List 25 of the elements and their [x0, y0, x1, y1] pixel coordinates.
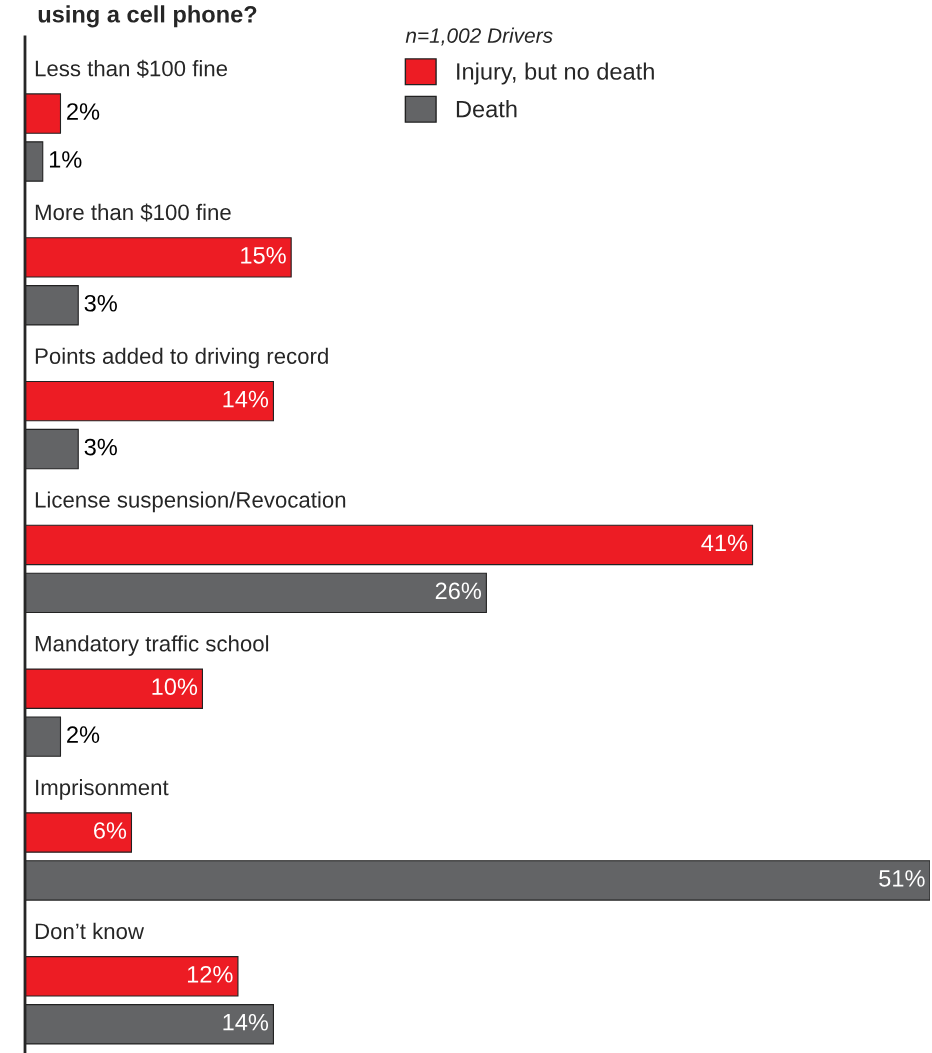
data-label: 14% [223, 1013, 269, 1031]
y-tick-label: Don’t know [35, 922, 145, 940]
data-label: 14% [223, 390, 269, 408]
y-tick-label: License suspension/Revocation [35, 491, 346, 513]
data-label: 51% [879, 870, 925, 887]
data-label: 12% [187, 965, 233, 983]
data-label: 6% [94, 822, 127, 839]
data-label: 15% [241, 247, 286, 264]
y-tick-label: Imprisonment [36, 779, 169, 800]
data-label: 10% [152, 678, 198, 696]
data-label: 1% [49, 151, 82, 168]
chart-title: using a cell phone? [38, 5, 257, 28]
legend-label: Death [456, 100, 517, 118]
y-tick-label: Points added to driving record [35, 347, 328, 369]
data-label: 3% [84, 438, 117, 456]
legend-title: n=1,002 Drivers [405, 27, 553, 46]
data-label: 3% [84, 294, 117, 312]
legend-label: Injury, but no death [457, 62, 654, 85]
y-tick-label: More than $100 fine [35, 203, 231, 222]
y-tick-label: Less than $100 fine [35, 59, 228, 78]
data-label: 2% [67, 103, 100, 120]
data-label: 41% [701, 534, 748, 552]
y-tick-label: Mandatory traffic school [35, 635, 269, 656]
data-label: 2% [67, 726, 100, 743]
data-label: 26% [435, 582, 482, 600]
